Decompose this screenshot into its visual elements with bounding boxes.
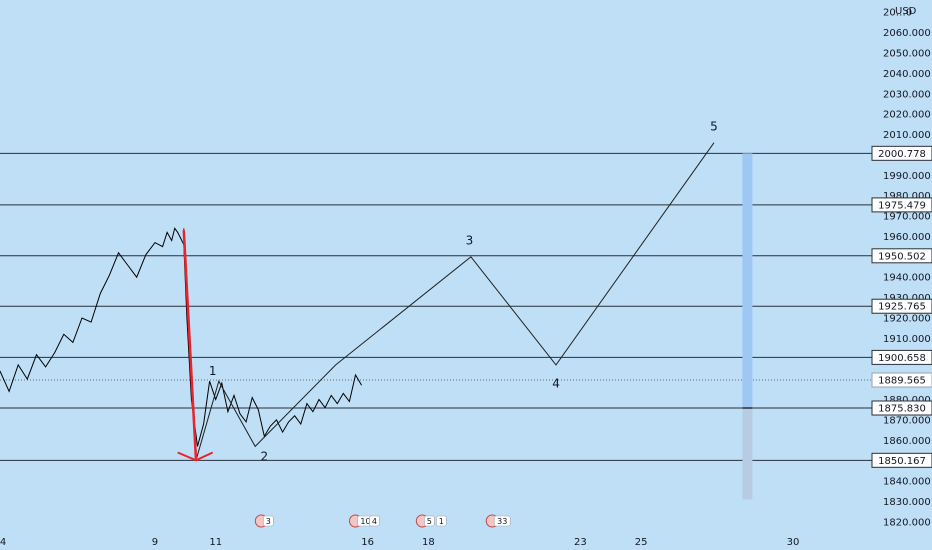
x-tick-label: 9: [152, 537, 158, 548]
event-badge[interactable]: 10 4: [348, 514, 380, 528]
wave-label: 5: [710, 119, 718, 133]
level-badge-label: 1850.167: [878, 456, 926, 467]
currency-label: USD: [895, 6, 917, 17]
y-tick-label: 2050.000: [883, 48, 931, 59]
level-badge: [871, 452, 932, 468]
x-tick-label: 23: [574, 537, 587, 548]
x-tick-label: 4: [0, 537, 6, 548]
y-tick-label: 1840.000: [883, 477, 931, 488]
event-count: 5: [427, 517, 432, 526]
level-badge: [871, 349, 932, 365]
y-tick-label: 2020.000: [883, 110, 931, 121]
level-badge: [871, 400, 932, 416]
level-price-badges: 2000.778 1975.479 1950.502 1925.765 1900.658…: [871, 145, 932, 468]
elliott-wave-path[interactable]: [183, 142, 715, 461]
level-badge: [871, 197, 932, 213]
wave-label: 1: [209, 364, 217, 378]
x-tick-label: 30: [787, 537, 800, 548]
price-axis[interactable]: 20…0 2060.000 2050.000 2040.000 2030.000 2020…: [883, 8, 931, 529]
level-badge-label: 1925.765: [878, 302, 926, 313]
y-tick-label: 1860.000: [883, 436, 931, 447]
red-trend-line[interactable]: [182, 230, 198, 461]
y-tick-label: 1830.000: [883, 497, 931, 508]
y-tick-label: 1940.000: [883, 273, 931, 284]
level-badge-label: 1975.479: [878, 200, 926, 211]
y-tick-label: 1910.000: [883, 334, 931, 345]
x-tick-label: 25: [635, 537, 648, 548]
wave-label: 4: [552, 376, 560, 390]
y-tick-label: 2030.000: [883, 89, 931, 100]
y-tick-label: 1960.000: [883, 232, 931, 243]
event-count-box: [369, 515, 380, 527]
y-tick-label: 1820.000: [883, 517, 931, 528]
y-tick-label: 2040.000: [883, 69, 931, 80]
y-tick-label: 2060.000: [883, 28, 931, 39]
event-badge[interactable]: 3: [254, 514, 274, 528]
y-tick-label: 20…0: [883, 8, 912, 19]
event-count-box: [436, 515, 447, 527]
x-tick-label: 16: [361, 537, 374, 548]
event-count: 3: [266, 517, 271, 526]
y-tick-label: 1990.000: [883, 171, 931, 182]
x-tick-label: 11: [209, 537, 222, 548]
horizontal-levels: [0, 152, 872, 461]
level-badge: [871, 298, 932, 314]
event-count-box: [424, 515, 435, 527]
x-tick-label: 18: [422, 537, 435, 548]
event-count: 33: [497, 517, 507, 526]
level-badge-label: 2000.778: [878, 149, 926, 160]
y-tick-label: 1970.000: [883, 212, 931, 223]
event-count: 4: [372, 517, 377, 526]
range-bar-upper: [742, 153, 753, 409]
event-count-box: [493, 515, 511, 527]
event-badge[interactable]: 33: [485, 514, 511, 528]
level-badge: [871, 248, 932, 264]
time-axis[interactable]: 4 9 11 16 18 23 25 30: [0, 537, 799, 548]
level-badge: [871, 145, 932, 161]
y-tick-label: 1980.000: [883, 191, 931, 202]
event-count: 10: [360, 517, 370, 526]
event-count: 1: [439, 517, 444, 526]
red-check-marker: [177, 451, 214, 462]
event-badges: 3 10 4 5 1 33: [254, 514, 511, 528]
y-tick-label: 1920.000: [883, 313, 931, 324]
wave-label: 3: [466, 234, 474, 248]
wave-labels: 1 2 3 4 5: [209, 119, 718, 463]
y-tick-label: 1930.000: [883, 293, 931, 304]
level-badge-label: 1900.658: [878, 353, 926, 364]
price-series-line: [0, 227, 363, 447]
range-bar-lower: [742, 408, 753, 500]
wave-label: 2: [261, 450, 269, 464]
range-bar: [742, 153, 753, 500]
level-badge-label: 1950.502: [878, 251, 926, 262]
y-tick-label: 1870.000: [883, 415, 931, 426]
event-count-box: [262, 515, 274, 527]
level-badge-label: 1889.565: [878, 376, 926, 387]
level-badge-label: 1875.830: [878, 404, 926, 415]
current-price-badge: [871, 372, 932, 388]
y-tick-label: 2010.000: [883, 130, 931, 141]
